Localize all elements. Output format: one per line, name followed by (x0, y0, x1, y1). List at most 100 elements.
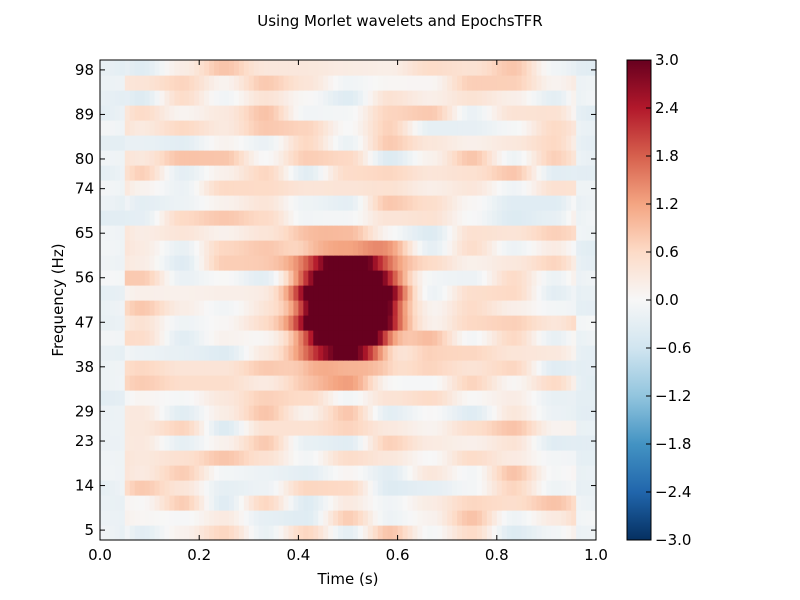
heatmap-cell (214, 465, 220, 481)
heatmap-cell (343, 255, 349, 271)
heatmap-cell (189, 495, 195, 511)
heatmap-cell (318, 105, 324, 121)
heatmap-cell (293, 210, 299, 226)
heatmap-cell (511, 135, 518, 151)
heatmap-cell (566, 255, 572, 271)
heatmap-cell (501, 360, 508, 376)
heatmap-cell (268, 510, 275, 526)
heatmap-cell (129, 75, 136, 91)
heatmap-cell (253, 300, 260, 316)
heatmap-cell (278, 330, 285, 346)
heatmap-cell (531, 465, 538, 481)
heatmap-cell (323, 405, 329, 421)
heatmap-cell (491, 90, 498, 106)
heatmap-cell (576, 195, 582, 211)
heatmap-cell (159, 390, 166, 406)
heatmap-cell (154, 450, 161, 466)
heatmap-cell (392, 360, 399, 376)
heatmap-cell (333, 435, 339, 451)
heatmap-cell (486, 255, 493, 271)
heatmap-cell (476, 495, 483, 511)
heatmap-cell (109, 285, 116, 301)
heatmap-cell (501, 90, 508, 106)
heatmap-cell (397, 330, 404, 346)
heatmap-cell (104, 315, 111, 331)
heatmap-cell (462, 510, 468, 526)
heatmap-cell (462, 375, 468, 391)
heatmap-cell (427, 150, 433, 166)
heatmap-cell (303, 150, 309, 166)
heatmap-cell (372, 225, 379, 241)
heatmap-cell (516, 180, 523, 196)
heatmap-cell (204, 255, 210, 271)
heatmap-cell (273, 165, 280, 181)
heatmap-cell (457, 180, 463, 196)
heatmap-cell (124, 210, 131, 226)
heatmap-cell (536, 270, 543, 286)
heatmap-cell (392, 450, 399, 466)
heatmap-cell (109, 510, 116, 526)
heatmap-cell (100, 240, 106, 256)
heatmap-cell (100, 390, 106, 406)
heatmap-cell (219, 450, 225, 466)
heatmap-cell (571, 420, 577, 436)
heatmap-cell (293, 495, 299, 511)
heatmap-cell (134, 75, 141, 91)
heatmap-cell (233, 480, 240, 496)
heatmap-cell (328, 60, 334, 76)
heatmap-cell (343, 195, 349, 211)
heatmap-cell (397, 465, 404, 481)
heatmap-cell (501, 180, 508, 196)
heatmap-cell (571, 150, 577, 166)
heatmap-cell (556, 330, 562, 346)
heatmap-cell (516, 450, 523, 466)
heatmap-cell (556, 525, 562, 541)
heatmap-cell (258, 480, 265, 496)
heatmap-cell (417, 90, 423, 106)
heatmap-cell (491, 420, 498, 436)
heatmap-cell (541, 390, 547, 406)
heatmap-cell (268, 315, 275, 331)
heatmap-cell (531, 255, 538, 271)
heatmap-cell (318, 435, 324, 451)
heatmap-cell (407, 60, 414, 76)
heatmap-cell (224, 330, 230, 346)
heatmap-cell (402, 180, 409, 196)
heatmap-cell (323, 315, 329, 331)
heatmap-cell (159, 60, 166, 76)
heatmap-cell (447, 420, 453, 436)
heatmap-cell (516, 375, 523, 391)
heatmap-cell (546, 405, 552, 421)
heatmap-cell (561, 390, 567, 406)
heatmap-cell (124, 150, 131, 166)
heatmap-cell (139, 255, 146, 271)
heatmap-cell (591, 315, 597, 331)
heatmap-cell (397, 180, 404, 196)
heatmap-cell (541, 270, 547, 286)
heatmap-cell (174, 330, 180, 346)
heatmap-cell (486, 120, 493, 136)
heatmap-cell (343, 180, 349, 196)
heatmap-cell (397, 270, 404, 286)
heatmap-cell (134, 225, 141, 241)
heatmap-cell (318, 195, 324, 211)
heatmap-cell (541, 345, 547, 361)
heatmap-cell (516, 210, 523, 226)
heatmap-cell (114, 270, 121, 286)
heatmap-cell (362, 330, 369, 346)
heatmap-cell (204, 180, 210, 196)
heatmap-cell (452, 75, 458, 91)
heatmap-cell (184, 375, 190, 391)
heatmap-cell (491, 180, 498, 196)
heatmap-cell (328, 90, 334, 106)
heatmap-cell (561, 345, 567, 361)
heatmap-cell (288, 285, 295, 301)
heatmap-cell (367, 195, 374, 211)
heatmap-cell (491, 225, 498, 241)
heatmap-cell (129, 330, 136, 346)
heatmap-cell (214, 120, 220, 136)
heatmap-cell (119, 300, 126, 316)
heatmap-cell (169, 510, 175, 526)
heatmap-cell (526, 105, 533, 121)
heatmap-cell (536, 120, 543, 136)
